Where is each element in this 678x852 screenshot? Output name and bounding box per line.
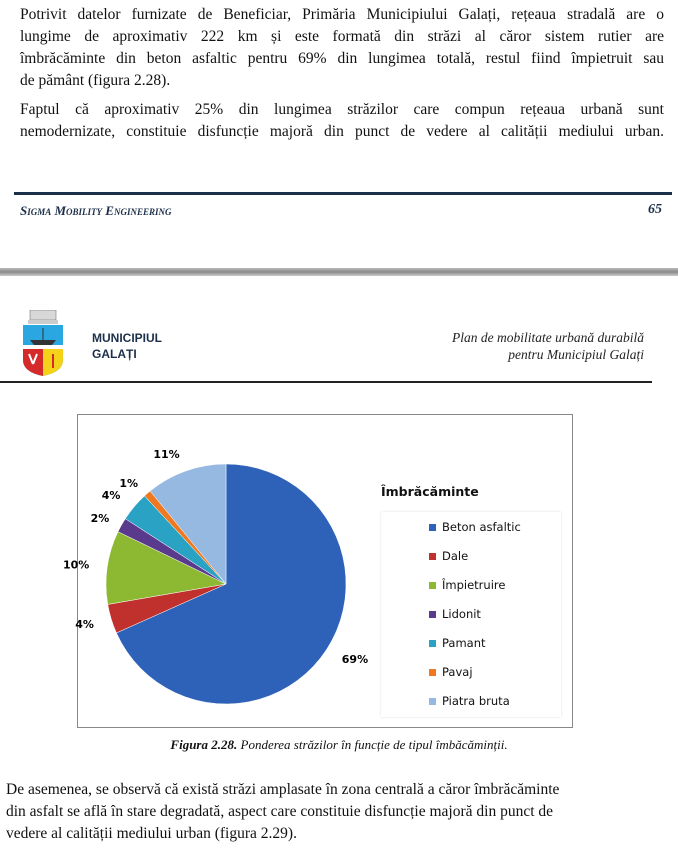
legend-item: Lidonit <box>429 607 481 621</box>
legend-item: Dale <box>429 549 468 563</box>
plan-title-line: Plan de mobilitate urbană durabilă <box>452 330 644 345</box>
legend-swatch <box>429 523 436 531</box>
legend-swatch <box>429 581 436 589</box>
legend-swatch <box>429 639 436 647</box>
text-line: de pământ (figura 2.28). <box>20 72 171 89</box>
legend-label: Beton asfaltic <box>442 520 521 534</box>
legend-label: Pamant <box>442 636 486 650</box>
legend-swatch <box>429 610 436 618</box>
legend-item: Pavaj <box>429 665 473 679</box>
text-line: Potrivit datelor furnizate de Beneficiar… <box>20 6 664 23</box>
footer-company: Sigma Mobility Engineering <box>20 203 172 218</box>
legend-label: Piatra bruta <box>442 694 510 708</box>
text-line: îmbrăcăminte din beton asfaltic pentru 6… <box>20 50 664 67</box>
legend-swatch <box>429 552 436 560</box>
municipality-line: MUNICIPIUL <box>92 331 162 345</box>
caption-text: Ponderea străzilor în funcție de tipul î… <box>237 737 508 752</box>
legend: Beton asfaltic Dale Împietruire Lidonit Pama… <box>381 512 561 717</box>
text-line: Faptul că aproximativ 25% din lungimea s… <box>20 101 664 118</box>
text-line: din asfalt se află în stare degradată, a… <box>6 803 554 820</box>
caption-label: Figura 2.28. <box>170 737 238 752</box>
legend-item: Beton asfaltic <box>429 520 521 534</box>
galati-coat-of-arms-logo <box>23 310 63 376</box>
municipality-line: GALAȚI <box>92 347 137 361</box>
legend-item: Piatra bruta <box>429 694 510 708</box>
text-line: vedere al calității mediului urban (figu… <box>6 825 297 842</box>
legend-item: Împietruire <box>429 578 505 592</box>
figure-caption: Figura 2.28. Ponderea străzilor în funcț… <box>0 737 678 753</box>
municipality-name: MUNICIPIUL GALAȚI <box>92 330 162 362</box>
legend-label: Împietruire <box>442 578 506 592</box>
legend-label: Lidonit <box>442 607 481 621</box>
text-line: nemodernizate, constituie disfuncție maj… <box>20 123 664 140</box>
text-line: De asemenea, se observă că există străzi… <box>6 781 560 798</box>
plan-title-line: pentru Municipiul Galați <box>508 347 644 362</box>
legend-title: Îmbrăcăminte <box>381 484 479 499</box>
legend-swatch <box>429 697 436 705</box>
footer-rule <box>14 192 672 195</box>
page-number: 65 <box>648 202 662 217</box>
header-rule <box>0 381 652 383</box>
plan-title: Plan de mobilitate urbană durabilă pentr… <box>452 329 644 363</box>
text-line: lungime de aproximativ 222 km și este fo… <box>20 28 664 45</box>
legend-label: Pavaj <box>442 665 473 679</box>
legend-label: Dale <box>442 549 469 563</box>
legend-swatch <box>429 668 436 676</box>
page-separator <box>0 268 678 276</box>
legend-item: Pamant <box>429 636 486 650</box>
